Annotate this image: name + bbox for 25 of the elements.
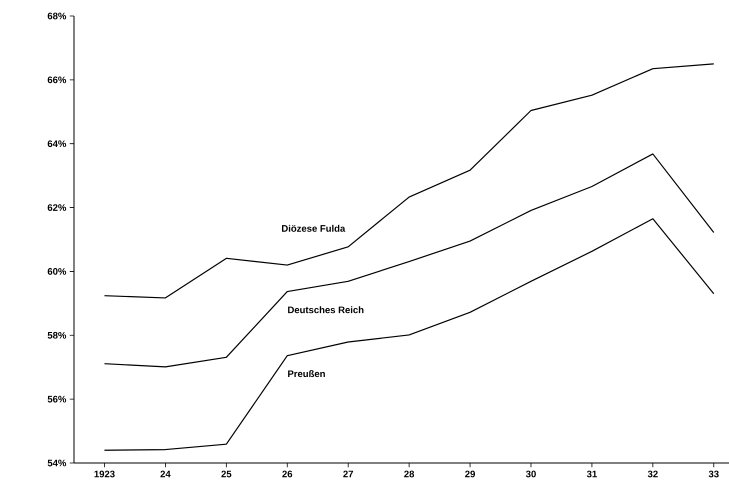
y-tick-label: 58% <box>48 332 66 339</box>
y-tick-label: 64% <box>48 140 66 148</box>
x-tick-label: 30 <box>526 470 536 478</box>
series-label: Preußen <box>288 370 325 378</box>
line-series <box>104 218 714 451</box>
x-tick-label: 32 <box>648 470 658 478</box>
x-tick-label: 26 <box>282 470 292 478</box>
x-tick-label: 28 <box>404 470 414 478</box>
x-tick-label: 33 <box>708 470 719 478</box>
x-tick-label: 24 <box>160 470 171 478</box>
y-tick-label: 66% <box>48 76 66 84</box>
line-series <box>104 63 714 299</box>
y-tick-label: 62% <box>48 204 66 211</box>
line-series <box>104 153 714 368</box>
series-label: Deutsches Reich <box>288 306 364 314</box>
x-tick-label: 29 <box>465 470 475 478</box>
y-tick-label: 54% <box>48 460 66 466</box>
y-tick-label: 60% <box>48 268 66 275</box>
x-tick-label: 31 <box>586 470 597 478</box>
x-tick-label: 25 <box>221 470 232 478</box>
y-tick-label: 68% <box>48 12 66 20</box>
x-tick-label: 1923 <box>94 470 115 478</box>
x-tick-label: 27 <box>343 470 354 478</box>
series-label: Diözese Fulda <box>282 224 346 232</box>
y-tick-label: 56% <box>48 396 66 403</box>
